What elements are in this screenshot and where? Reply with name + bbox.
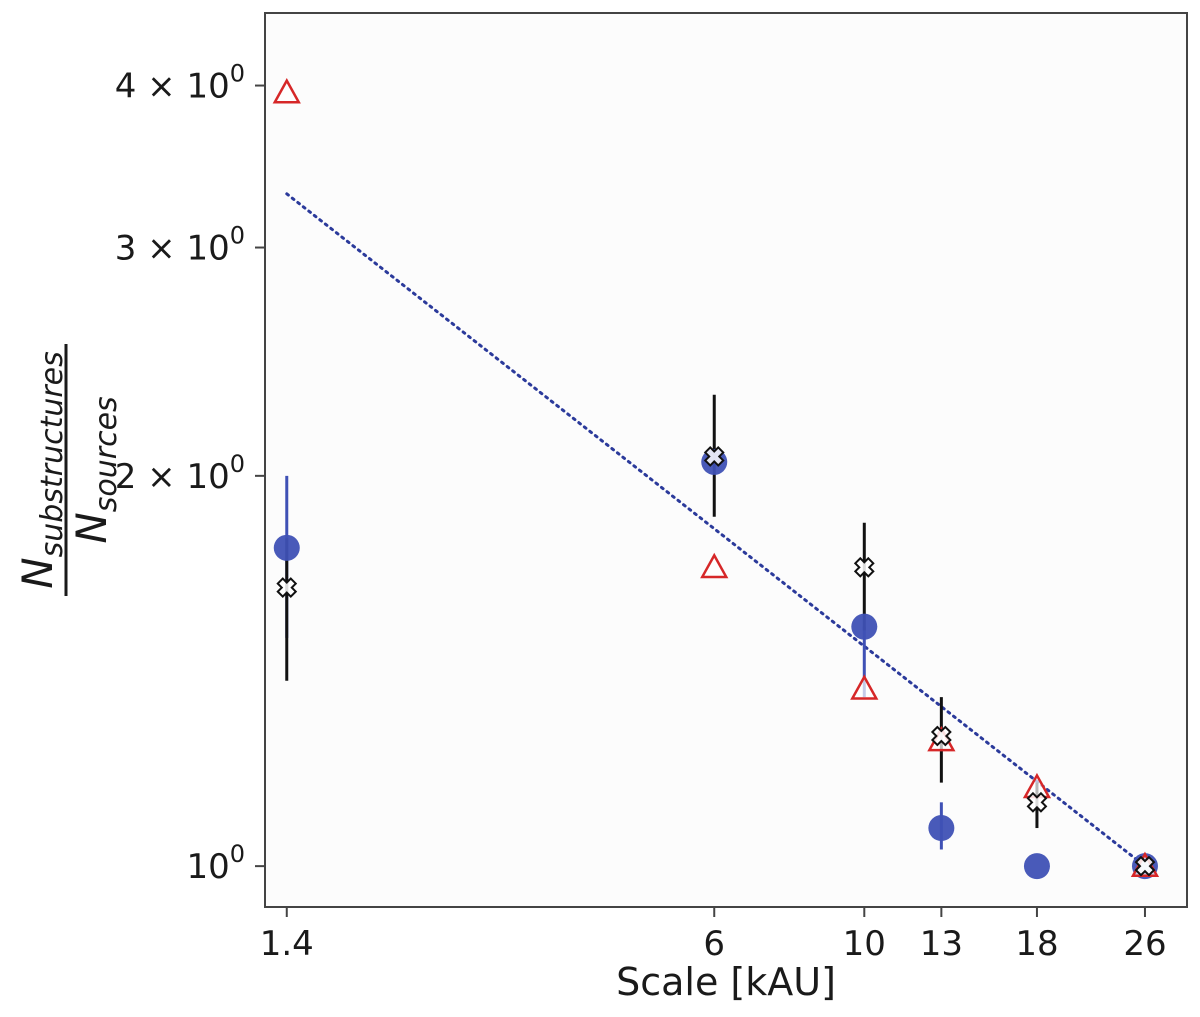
- fit-line-layer: [285, 192, 1147, 868]
- circle-marker: [273, 534, 300, 561]
- x-tick-label: 10: [843, 924, 886, 964]
- x-tick-label: 18: [1015, 924, 1058, 964]
- x-tick-label: 6: [703, 924, 725, 964]
- y-tick-base: 10: [186, 457, 229, 497]
- y-tick-exp: 0: [230, 450, 245, 478]
- denominator-sub: sources: [89, 396, 124, 512]
- y-tick-exp: 0: [230, 60, 245, 88]
- y-axis-title-numerator: Nsubstructures: [13, 351, 70, 589]
- x-tick-label: 13: [920, 924, 963, 964]
- y-tick-label: 3 × 100: [115, 222, 245, 269]
- y-tick-label: 4 × 100: [115, 60, 245, 107]
- y-tick-coef: 2 ×: [115, 457, 187, 497]
- cross-marker: [276, 577, 298, 598]
- y-tick-exp: 0: [230, 840, 245, 868]
- triangle-marker: [700, 552, 729, 579]
- numerator-base: N: [13, 557, 62, 588]
- circle-marker: [1023, 853, 1050, 880]
- markers-layer: [272, 78, 1160, 880]
- y-axis-title: Nsubstructures Nsources: [13, 344, 124, 596]
- cross-marker: [930, 725, 952, 747]
- cross-marker: [853, 556, 875, 578]
- y-tick-coef: 4 ×: [115, 67, 187, 107]
- circle-marker: [928, 815, 955, 842]
- triangle-marker: [272, 78, 301, 104]
- numerator-sub: substructures: [35, 351, 70, 557]
- y-tick-label: 2 × 100: [115, 450, 245, 497]
- cross-marker: [1134, 855, 1156, 877]
- x-axis-title: Scale [kAU]: [616, 960, 836, 1004]
- cross-marker: [1026, 791, 1048, 813]
- y-tick-label: 100: [186, 840, 245, 887]
- y-axis-title-denominator: Nsources: [67, 396, 124, 543]
- triangle-marker: [850, 674, 879, 700]
- denominator-base: N: [67, 512, 116, 543]
- circle-marker: [851, 613, 878, 640]
- y-tick-base: 10: [186, 67, 229, 107]
- y-tick-base: 10: [186, 229, 229, 269]
- x-tick-label: 1.4: [260, 924, 314, 964]
- x-tick-label: 26: [1123, 924, 1166, 964]
- x-axis-ticks: 1.4 6 10 13 18 26: [260, 907, 1167, 964]
- cross-marker: [703, 446, 725, 467]
- y-tick-base: 10: [186, 847, 229, 887]
- fit-line: [285, 192, 1147, 868]
- y-tick-coef: 3 ×: [115, 229, 187, 269]
- y-tick-exp: 0: [230, 222, 245, 250]
